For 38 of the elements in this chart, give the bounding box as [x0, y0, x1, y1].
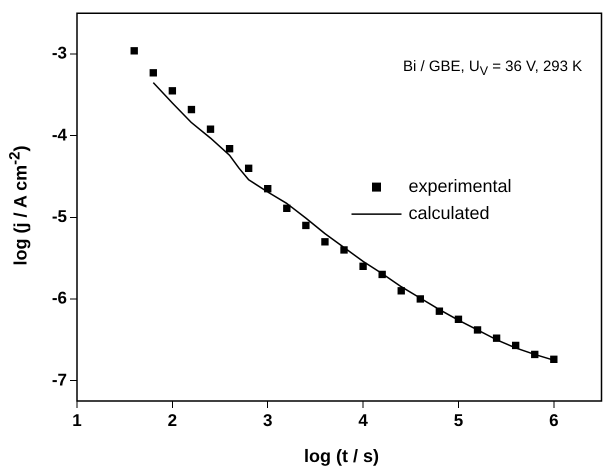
y-tick-label: -5: [52, 206, 67, 226]
x-tick-label: 5: [454, 410, 464, 430]
point: [340, 246, 348, 254]
x-axis-title: log (t / s): [303, 446, 380, 467]
point: [168, 87, 176, 94]
point: [492, 334, 500, 342]
point: [512, 342, 520, 350]
point: [130, 47, 138, 54]
x-tick-label: 1: [72, 410, 82, 430]
point: [302, 222, 310, 230]
x-tick-label: 4: [358, 410, 368, 430]
point: [378, 270, 386, 278]
legend-label: calculated: [408, 203, 490, 224]
y-tick-label: -6: [52, 288, 67, 308]
point: [550, 356, 558, 364]
point: [321, 238, 329, 246]
annotation: Bi / GBE, U$_{V}$ = 36 V, 293 K: [403, 58, 582, 78]
point: [398, 287, 405, 294]
x-tick-label: 2: [168, 410, 178, 430]
point: [264, 185, 272, 192]
point: [416, 295, 424, 303]
x-tick-label: 3: [262, 410, 272, 430]
legend-label: experimental: [408, 176, 512, 196]
point: [283, 204, 290, 212]
point: [436, 308, 444, 315]
point: [531, 350, 538, 358]
point: [454, 316, 462, 324]
point: [206, 125, 214, 133]
point: [244, 164, 252, 172]
y-tick-label: -3: [52, 44, 67, 63]
point: [226, 145, 234, 152]
y-tick-label: -4: [52, 125, 68, 144]
point: [188, 106, 196, 114]
x-tick-label: 6: [549, 410, 559, 430]
point: [359, 262, 367, 270]
point: [474, 326, 482, 334]
point: [150, 69, 157, 76]
y-tick-label: -7: [52, 370, 67, 390]
